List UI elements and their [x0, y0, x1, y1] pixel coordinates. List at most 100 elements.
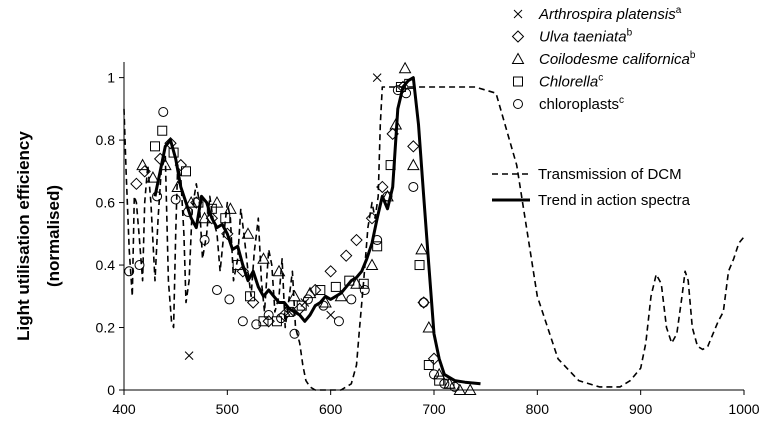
data-point-square: [258, 316, 269, 327]
data-point-circle: [237, 316, 248, 327]
data-point-circle: [251, 319, 262, 330]
data-point-circle: [429, 369, 439, 380]
y-tick-label: 0.2: [96, 320, 116, 336]
data-point-diamond: [164, 137, 177, 150]
legend-item: Coilodesme californicab: [511, 50, 696, 68]
y-axis-title-line2: (normalised): [44, 185, 63, 287]
legend: Arthrospira platensisa Ulva taeniatab Coil…: [492, 5, 696, 209]
data-point-circle: [212, 285, 222, 296]
transmission-line: [123, 86, 745, 391]
data-point-square: [414, 260, 425, 271]
y-tick-label: 0.8: [96, 132, 116, 148]
data-point-square: [434, 375, 445, 386]
data-point-diamond: [130, 177, 143, 191]
x-tick-label: 900: [629, 401, 653, 417]
data-point-triangle: [241, 227, 255, 239]
x-tick-label: 1000: [728, 401, 759, 417]
data-point-square: [157, 125, 168, 136]
legend-marker-triangle: [511, 52, 525, 64]
legend-label: chloroplastsc: [539, 95, 624, 113]
legend-label: Trend in action spectra: [538, 192, 691, 209]
ticks: 400 500 600 700 800 900 1000 0 0.2 0.4 0.6 0.8 1: [96, 70, 760, 417]
series-trend-in-action-spectra: [153, 76, 481, 386]
data-point-triangle: [432, 367, 446, 380]
data-point-circle: [224, 294, 235, 305]
legend-label: Chlorellac: [539, 73, 603, 91]
data-point-triangle: [303, 286, 317, 299]
x-tick-label: 500: [216, 401, 240, 417]
legend-marker-x: [513, 9, 523, 19]
data-point-circle: [439, 378, 450, 389]
legend-marker-circle: [513, 99, 523, 109]
y-axis-title-line1: Light utilisation efficiency: [14, 131, 33, 341]
data-point-circle: [359, 285, 370, 296]
data-point-triangle: [146, 171, 160, 183]
data-point-square: [372, 241, 383, 252]
data-point-triangle: [463, 383, 477, 395]
data-point-triangle: [198, 211, 211, 224]
data-point-diamond: [417, 296, 430, 309]
y-axis-title: Light utilisation efficiency (normalised…: [14, 131, 63, 341]
data-point-square: [296, 300, 307, 311]
data-point-triangle: [398, 61, 412, 74]
data-point-triangle: [453, 383, 467, 395]
legend-item: Trend in action spectra: [492, 192, 691, 209]
series-chlorella: [150, 78, 455, 389]
data-point-diamond: [324, 265, 337, 278]
data-point-x: [372, 73, 382, 82]
x-tick-label: 400: [112, 401, 136, 417]
series-arthrospira-platensis: [184, 73, 382, 360]
x-tick-label: 800: [526, 401, 550, 417]
y-tick-label: 0.6: [96, 195, 116, 211]
data-point-square: [444, 378, 455, 389]
legend-label: Arthrospira platensisa: [538, 5, 682, 23]
data-point-circle: [302, 294, 313, 305]
legend-item: Transmission of DCM: [492, 166, 682, 183]
data-point-circle: [170, 194, 181, 205]
legend-marker-square: [513, 76, 523, 87]
data-point-circle: [134, 260, 145, 271]
data-point-triangle: [406, 158, 420, 171]
data-point-x: [326, 310, 336, 320]
data-point-triangle: [319, 295, 332, 308]
data-point-circle: [158, 106, 169, 117]
legend-label: Transmission of DCM: [538, 166, 682, 183]
data-point-square: [330, 281, 341, 292]
data-point-circle: [318, 300, 329, 311]
data-point-diamond: [246, 296, 260, 309]
x-tick-label: 600: [319, 401, 343, 417]
trend-line: [153, 76, 481, 386]
data-point-circle: [289, 328, 300, 339]
data-point-triangle: [422, 320, 436, 333]
data-point-circle: [449, 381, 460, 392]
x-tick-label: 700: [422, 401, 446, 417]
data-point-circle: [124, 266, 135, 277]
data-point-diamond: [308, 283, 322, 297]
data-point-triangle: [136, 158, 149, 171]
data-point-square: [423, 360, 434, 371]
legend-label: Coilodesme californicab: [539, 50, 696, 68]
data-point-square: [181, 166, 191, 177]
data-point-triangle: [210, 196, 224, 208]
series-transmission-of-dcm: [123, 86, 745, 391]
data-point-diamond: [339, 249, 353, 262]
legend-marker-diamond: [511, 30, 525, 43]
data-point-circle: [418, 297, 429, 308]
data-point-triangle: [415, 242, 428, 255]
y-tick-label: 0: [107, 382, 115, 398]
data-point-diamond: [407, 140, 420, 153]
series: [123, 61, 745, 395]
data-point-circle: [408, 181, 419, 192]
legend-item: Ulva taeniatab: [511, 28, 633, 46]
y-tick-label: 0.4: [96, 257, 116, 273]
data-point-triangle: [365, 258, 379, 271]
data-point-x: [184, 351, 194, 360]
series-coilodesme-californica: [136, 61, 477, 395]
y-tick-label: 1: [107, 70, 115, 86]
legend-item: chloroplastsc: [513, 95, 624, 113]
data-point-square: [358, 278, 369, 289]
data-point-circle: [346, 294, 357, 305]
data-point-circle: [333, 316, 344, 327]
